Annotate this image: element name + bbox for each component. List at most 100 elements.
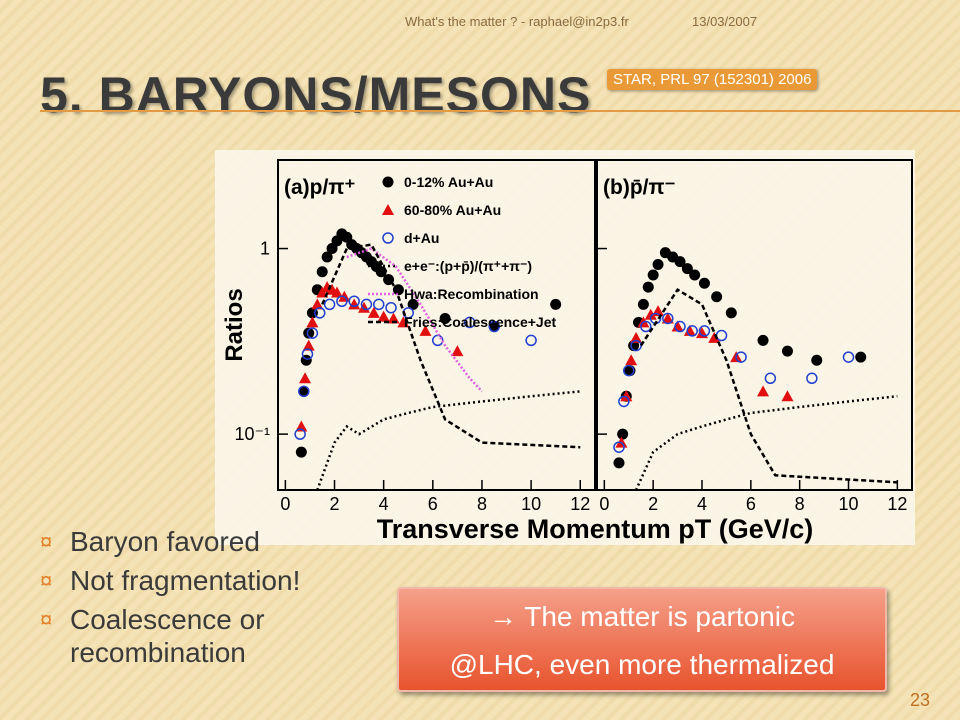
x-tick-label: 10 — [838, 494, 858, 514]
data-point — [613, 457, 625, 469]
data-point — [367, 306, 380, 318]
legend-swatch — [382, 204, 394, 215]
bullet: Coalescence or recombination — [40, 603, 350, 669]
data-point — [294, 428, 306, 440]
data-point — [637, 298, 649, 310]
data-point — [644, 308, 657, 320]
data-point — [652, 259, 664, 271]
data-point — [617, 428, 629, 440]
x-tick-label: 6 — [428, 494, 438, 514]
title-rule — [40, 110, 960, 112]
data-point — [407, 298, 419, 310]
data-point — [295, 446, 307, 458]
data-point — [674, 256, 686, 268]
bullet: Baryon favored — [40, 525, 350, 558]
data-point — [686, 325, 698, 337]
y-tick-label: 1 — [260, 239, 270, 259]
data-point — [330, 286, 343, 298]
model-curve — [346, 247, 483, 393]
data-point — [671, 320, 684, 332]
x-tick-label: 8 — [477, 494, 487, 514]
legend-label: Fries:Coalescence+Jet — [404, 314, 556, 330]
data-point — [298, 385, 310, 398]
panel-frame — [277, 159, 596, 491]
bullet: Not fragmentation! — [40, 564, 350, 597]
footer-text: What's the matter ? - raphael@in2p3.fr — [405, 14, 629, 29]
data-point — [642, 281, 654, 293]
callout-box: → The matter is partonic @LHC, even more… — [397, 587, 887, 692]
data-point — [321, 251, 333, 263]
data-point — [781, 390, 794, 402]
data-point — [708, 331, 721, 343]
callout-line: @LHC, even more thermalized — [449, 649, 835, 680]
data-point — [299, 372, 312, 384]
data-point — [463, 316, 476, 329]
data-point — [348, 298, 361, 310]
x-tick-label: 4 — [379, 494, 389, 514]
x-tick-label: 8 — [795, 494, 805, 514]
data-point — [661, 312, 674, 324]
data-point — [618, 395, 630, 408]
data-point — [488, 321, 500, 333]
data-point — [360, 298, 373, 311]
date: 13/03/2007 — [692, 14, 758, 29]
data-point — [348, 295, 360, 308]
callout-line: → The matter is partonic — [488, 601, 796, 632]
data-point — [674, 320, 686, 333]
data-point — [647, 269, 659, 281]
model-curve — [639, 288, 898, 484]
data-point — [525, 334, 537, 347]
data-point — [735, 351, 747, 363]
data-point — [698, 325, 711, 337]
model-curve — [634, 395, 898, 491]
x-tick-label: 0 — [280, 494, 290, 514]
x-tick-label: 2 — [330, 494, 340, 514]
x-tick-label: 10 — [521, 494, 541, 514]
x-tick-label: 0 — [599, 494, 609, 514]
legend-label: 60-80% Au+Au — [404, 202, 501, 218]
data-point — [451, 345, 464, 357]
data-point — [323, 298, 336, 311]
data-point — [630, 331, 643, 343]
data-point — [781, 345, 793, 357]
data-point — [419, 324, 432, 336]
data-point — [311, 298, 324, 310]
data-point — [385, 301, 397, 314]
x-tick-label: 12 — [887, 494, 907, 514]
panel-title: (a)p/π⁺ — [284, 176, 356, 199]
data-point — [314, 307, 326, 319]
panel-title: (b)p̄/π⁻ — [603, 176, 676, 199]
x-tick-label: 2 — [648, 494, 658, 514]
data-point — [757, 334, 769, 346]
data-point — [681, 263, 693, 275]
data-point — [298, 385, 310, 397]
data-point — [620, 390, 633, 402]
data-point — [301, 348, 314, 360]
legend-swatch — [382, 176, 394, 188]
data-point — [397, 316, 410, 328]
data-point — [662, 312, 674, 325]
data-point — [811, 354, 823, 366]
data-point — [757, 385, 770, 397]
data-point — [550, 298, 562, 310]
data-point — [306, 327, 319, 339]
data-point — [855, 351, 867, 363]
x-axis-label: Transverse Momentum pT (GeV/c) — [377, 514, 814, 544]
plot-background — [215, 150, 915, 545]
panel-frame — [596, 159, 913, 491]
model-curve — [321, 243, 581, 449]
x-tick-label: 4 — [697, 494, 707, 514]
data-point — [373, 298, 385, 311]
y-axis-label: Ratios — [221, 288, 248, 361]
data-point — [377, 310, 390, 322]
x-tick-label: 12 — [570, 494, 590, 514]
data-point — [439, 312, 451, 324]
data-point — [622, 364, 635, 377]
y-tick-label: 10⁻¹ — [234, 424, 270, 444]
data-point — [316, 266, 328, 278]
data-point — [698, 277, 710, 289]
x-tick-label: 6 — [746, 494, 756, 514]
data-point — [689, 269, 701, 281]
data-point — [336, 295, 348, 308]
data-point — [711, 291, 723, 303]
